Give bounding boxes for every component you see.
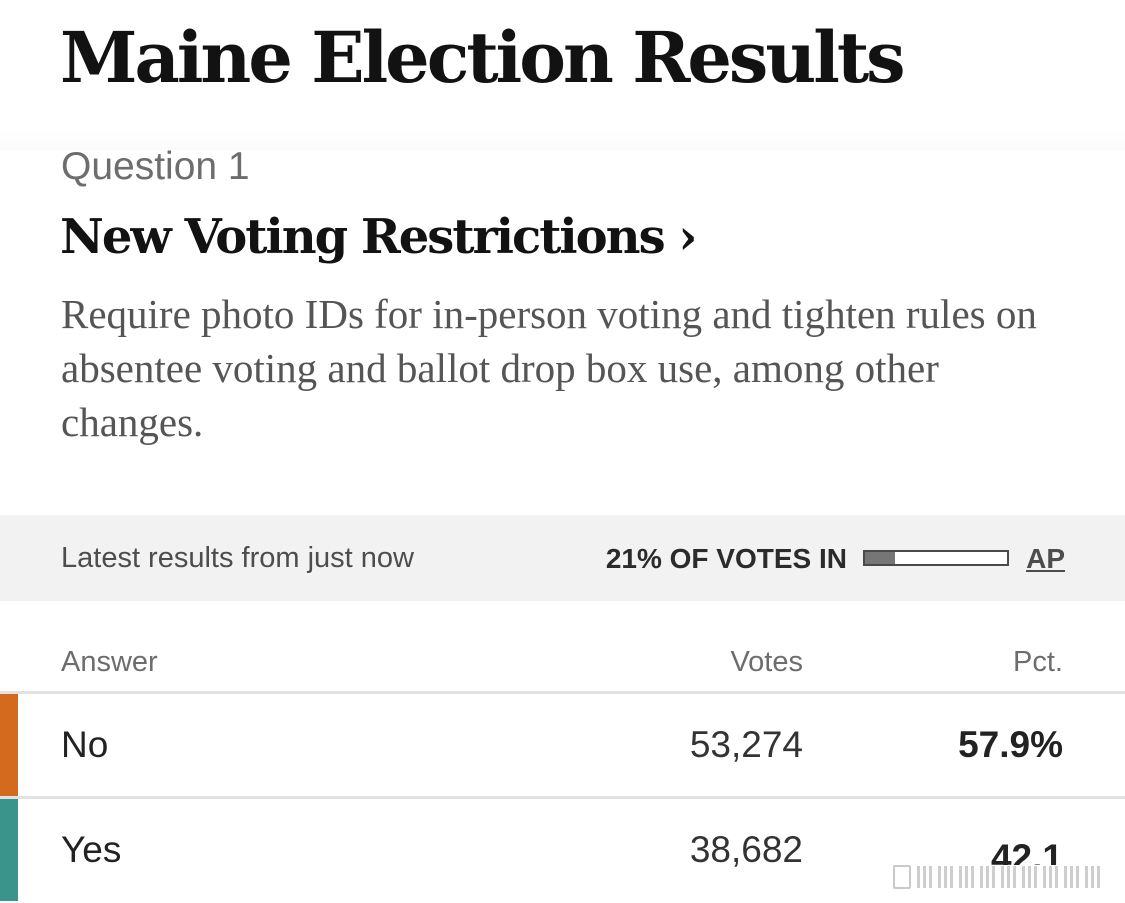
- answer-color-swatch: [0, 694, 18, 796]
- question-title-link[interactable]: New Voting Restrictions ›: [60, 209, 697, 265]
- answer-color-swatch: [0, 799, 18, 901]
- source-link-ap[interactable]: AP: [1026, 543, 1065, 574]
- vote-count: 53,274: [689, 724, 803, 765]
- vote-percentage: 42.1: [990, 837, 1063, 865]
- question-description: Require photo IDs for in-person voting a…: [61, 291, 1037, 445]
- table-row-yes: Yes 38,682 42.1: [0, 799, 1125, 901]
- row-divider: [0, 796, 1125, 799]
- votes-reported-text: 21% OF VOTES IN: [605, 543, 847, 574]
- column-header-votes: Votes: [730, 646, 803, 678]
- results-status-bar: Latest results from just now 21% OF VOTE…: [0, 515, 1125, 601]
- page-title: Maine Election Results: [60, 16, 906, 99]
- header-divider: [0, 130, 1125, 150]
- table-header-divider: [0, 691, 1125, 694]
- watermark-icon: [893, 862, 1115, 892]
- answer-label: No: [61, 724, 109, 765]
- answer-label: Yes: [61, 829, 122, 870]
- reporting-progress-bar: [863, 550, 1009, 566]
- vote-percentage: 57.9%: [958, 724, 1063, 765]
- reporting-progress-fill: [865, 552, 895, 564]
- column-header-pct: Pct.: [1013, 646, 1063, 678]
- question-number: Question 1: [61, 145, 250, 188]
- table-row-no: No 53,274 57.9%: [0, 694, 1125, 799]
- results-table-header: Answer Votes Pct.: [0, 640, 1125, 690]
- vote-count: 38,682: [689, 829, 803, 870]
- last-updated-text: Latest results from just now: [61, 542, 414, 574]
- column-header-answer: Answer: [61, 646, 158, 678]
